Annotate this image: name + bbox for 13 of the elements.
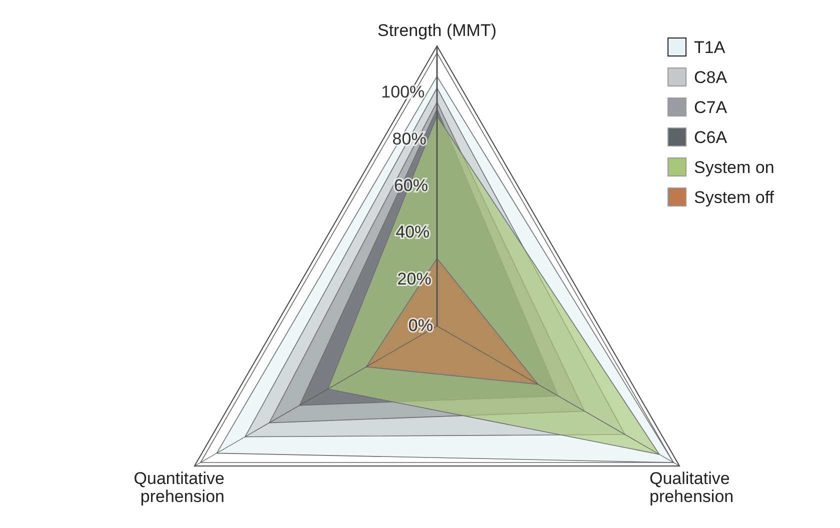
legend-label: T1A — [694, 38, 726, 57]
y-tick-label: 20% — [397, 269, 432, 288]
y-tick-label: 0% — [408, 316, 433, 335]
legend-label: C8A — [694, 68, 728, 87]
spoke-label: Quantitative prehension — [134, 469, 225, 506]
legend-label: System on — [694, 158, 774, 177]
spoke-label: Qualitative prehension — [649, 469, 734, 506]
y-tick-label: 60% — [394, 176, 428, 195]
y-tick-label: 40% — [396, 222, 430, 242]
legend-label: System off — [694, 188, 774, 207]
legend-label: C7A — [694, 98, 728, 117]
spoke-label: Strength (MMT) — [377, 21, 497, 40]
legend-label: C6A — [694, 128, 728, 147]
